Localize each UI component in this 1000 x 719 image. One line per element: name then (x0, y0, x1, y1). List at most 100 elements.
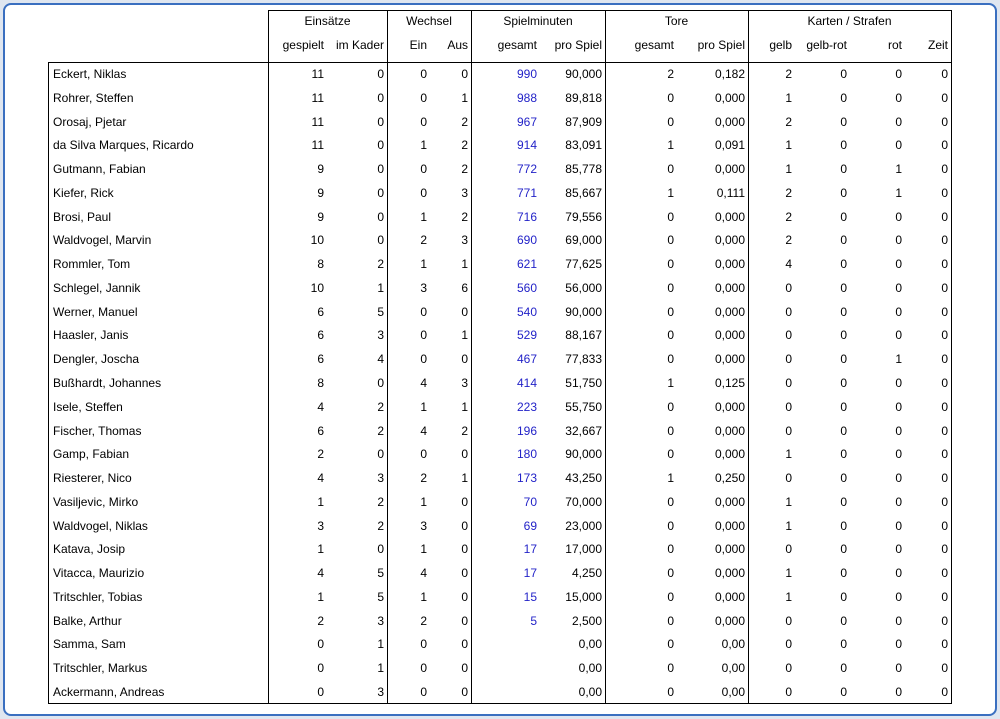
stat-value: 0,000 (714, 257, 745, 272)
player-name: Samma, Sam (53, 637, 126, 652)
stat-value: 0 (941, 90, 948, 105)
stat-value: 0 (840, 447, 847, 462)
stat-value: 0 (895, 518, 902, 533)
stat-value: 0 (840, 423, 847, 438)
player-name: Katava, Josip (53, 542, 126, 557)
stat-value: 0 (667, 566, 674, 581)
stat-value: 3 (461, 376, 468, 390)
border-line (48, 62, 952, 63)
stat-value: 0 (941, 471, 948, 486)
player-name: Vitacca, Maurizio (53, 566, 145, 581)
stat-value: 1 (420, 138, 427, 153)
stat-value: 0 (377, 447, 384, 462)
stat-value: 0,091 (714, 138, 745, 153)
stat-value: 1 (785, 566, 792, 581)
stat-value: 15,000 (565, 589, 602, 604)
stat-value: 0 (461, 542, 468, 557)
stat-value: 85,667 (565, 185, 602, 200)
group-header: Spielminuten (503, 14, 573, 28)
player-name: Rommler, Tom (53, 257, 131, 272)
stat-value: 1 (667, 376, 674, 390)
player-name: Tritschler, Tobias (53, 589, 143, 604)
stat-value: 2 (461, 423, 468, 438)
stat-value: 0,000 (714, 589, 745, 604)
group-header: Wechsel (406, 14, 452, 28)
stat-value: 1 (461, 257, 468, 272)
stat-value: 0 (840, 399, 847, 414)
border-line (387, 10, 388, 703)
stat-value: 2 (377, 399, 384, 414)
stat-value: 5 (377, 566, 384, 581)
stat-value: 1 (667, 471, 674, 486)
border-line (48, 62, 49, 703)
stat-value: 1 (785, 447, 792, 462)
stat-value: 6 (461, 280, 468, 295)
stat-value: 90,000 (565, 304, 602, 319)
stat-value: 0 (667, 613, 674, 628)
stat-value: 2 (420, 613, 427, 628)
stat-value: 0 (667, 304, 674, 319)
player-name: Balke, Arthur (53, 613, 122, 628)
minutes-link: 69 (523, 518, 537, 533)
stat-value: 69,000 (565, 233, 602, 248)
stat-value: 0 (461, 661, 468, 676)
stat-value: 2 (785, 114, 792, 129)
stat-value: 0 (377, 376, 384, 390)
minutes-link: 540 (516, 304, 537, 319)
player-name: Eckert, Niklas (53, 67, 127, 81)
stat-value: 0 (941, 399, 948, 414)
stat-value: 0 (377, 542, 384, 557)
stat-value: 0 (895, 471, 902, 486)
stat-value: 0 (895, 114, 902, 129)
stat-value: 4 (377, 352, 384, 367)
stat-value: 0 (895, 328, 902, 343)
stat-value: 1 (420, 209, 427, 224)
stat-value: 1 (420, 542, 427, 557)
player-name: Ackermann, Andreas (53, 685, 165, 700)
player-name: Brosi, Paul (53, 209, 112, 224)
stat-value: 0 (895, 376, 902, 390)
stat-value: 0,125 (714, 376, 745, 390)
stat-value: 0 (840, 162, 847, 177)
column-header: gesamt (634, 38, 674, 52)
stat-value: 32,667 (565, 423, 602, 438)
stat-value: 0 (941, 518, 948, 533)
stat-value: 1 (377, 661, 384, 676)
stat-value: 2 (461, 114, 468, 129)
stat-value: 9 (317, 209, 324, 224)
stat-value: 0 (941, 352, 948, 367)
stat-value: 0 (420, 685, 427, 700)
player-name: Gamp, Fabian (53, 447, 130, 462)
stat-value: 0 (895, 257, 902, 272)
stat-value: 2 (377, 257, 384, 272)
stat-value: 1 (317, 589, 324, 604)
stat-value: 0 (420, 328, 427, 343)
stat-value: 0 (895, 494, 902, 509)
stat-value: 0 (420, 114, 427, 129)
stat-value: 0 (785, 613, 792, 628)
player-name: da Silva Marques, Ricardo (53, 138, 194, 153)
stat-value: 1 (317, 494, 324, 509)
stat-value: 0 (895, 661, 902, 676)
column-header: Aus (447, 38, 468, 52)
stat-value: 0 (377, 114, 384, 129)
stat-value: 0,000 (714, 423, 745, 438)
stat-value: 0 (941, 423, 948, 438)
stat-value: 0 (941, 304, 948, 319)
stat-value: 2 (785, 67, 792, 81)
stat-value: 3 (377, 613, 384, 628)
stat-value: 0 (840, 376, 847, 390)
stat-value: 1 (420, 257, 427, 272)
stat-value: 1 (420, 494, 427, 509)
group-header: Karten / Strafen (807, 14, 892, 28)
column-header: pro Spiel (554, 38, 602, 52)
stat-value: 0 (461, 494, 468, 509)
stat-value: 51,750 (565, 376, 602, 390)
stat-value: 0 (377, 90, 384, 105)
stat-value: 0 (941, 661, 948, 676)
stat-value: 89,818 (565, 90, 602, 105)
stat-value: 0,00 (721, 685, 745, 700)
stat-value: 0 (840, 494, 847, 509)
group-header: Tore (664, 14, 689, 28)
